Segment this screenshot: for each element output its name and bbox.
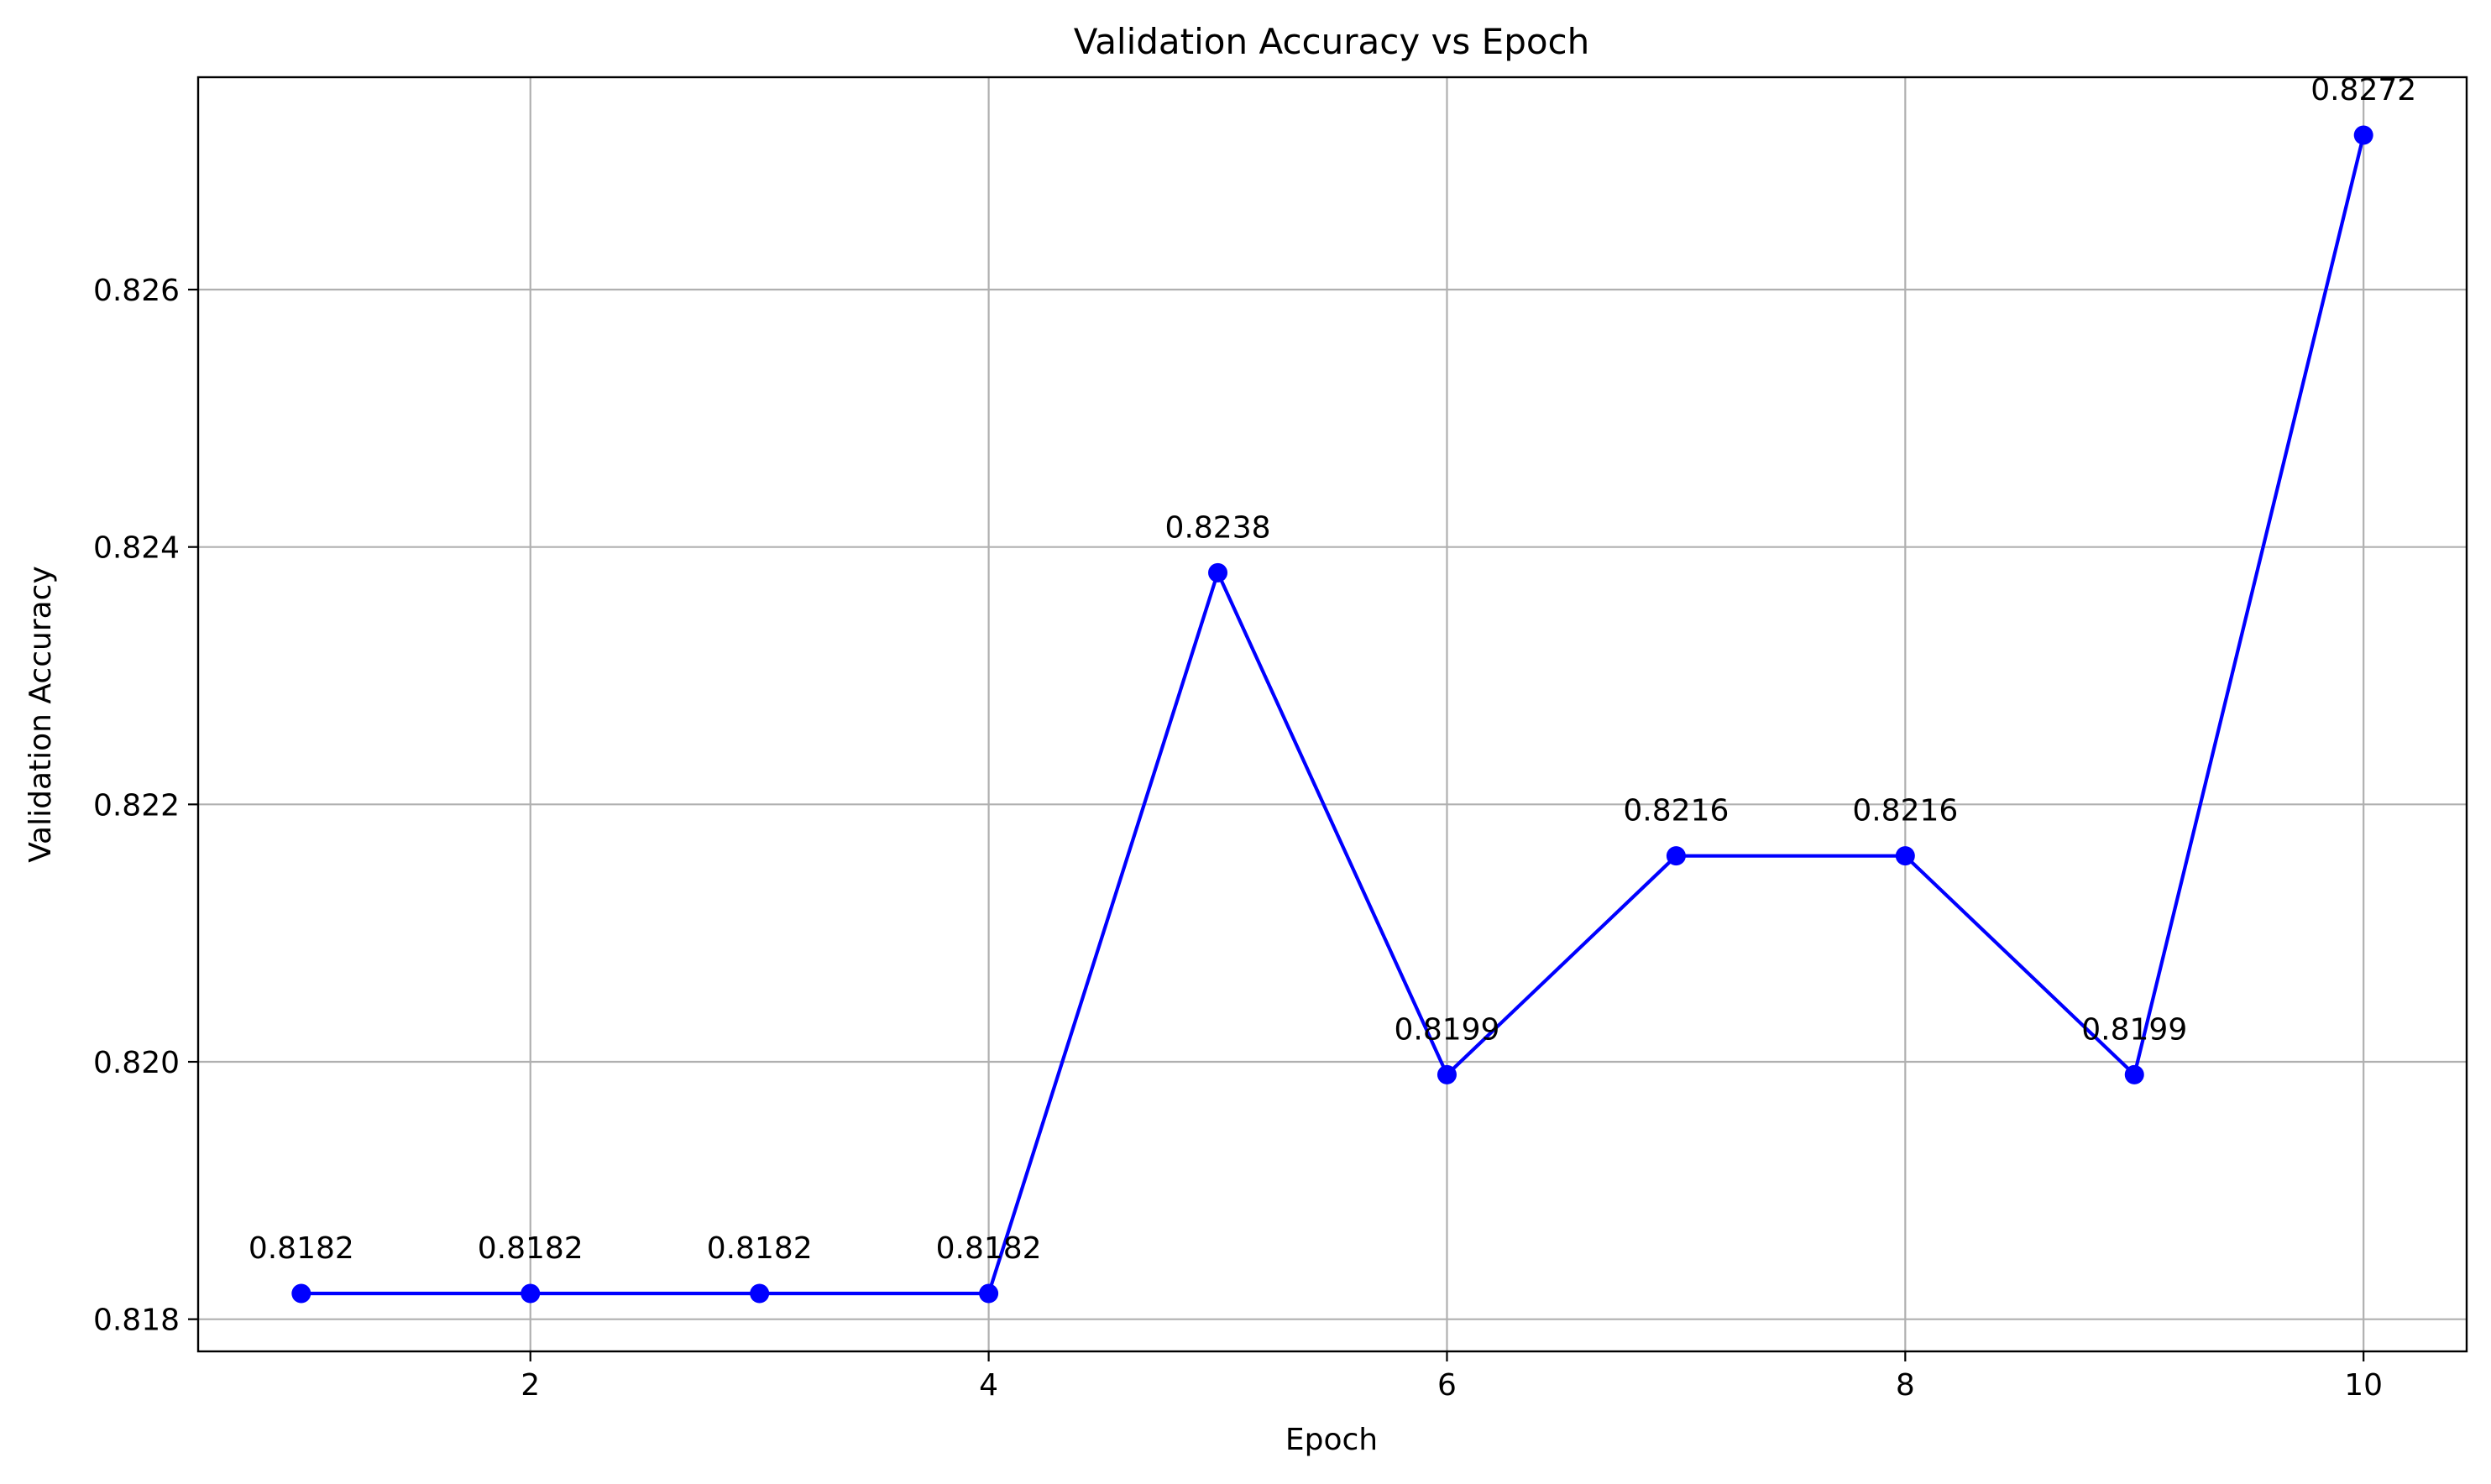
data-label: 0.8182 [707, 1231, 813, 1266]
data-point [979, 1283, 999, 1304]
data-point [2124, 1064, 2144, 1084]
chart-title: Validation Accuracy vs Epoch [1074, 21, 1590, 62]
data-labels: 0.8182 0.8182 0.8182 0.8182 0.8238 0.8199 0.82… [249, 73, 2416, 1266]
data-label: 0.8182 [936, 1231, 1042, 1266]
data-point [750, 1283, 770, 1304]
y-tick-label: 0.822 [93, 788, 180, 823]
data-point [1208, 562, 1228, 583]
x-tick-label: 10 [2344, 1368, 2383, 1403]
x-axis-label: Epoch [1285, 1423, 1378, 1457]
y-tick-label: 0.824 [93, 531, 180, 566]
data-point [291, 1283, 311, 1304]
series-line [301, 134, 2366, 1296]
y-axis-label: Validation Accuracy [24, 566, 58, 863]
data-label: 0.8182 [249, 1231, 354, 1266]
data-label: 0.8199 [2081, 1012, 2187, 1047]
data-label: 0.8199 [1394, 1012, 1499, 1047]
x-tick-label: 2 [521, 1368, 540, 1403]
x-tick-label: 8 [1896, 1368, 1915, 1403]
x-tick-label: 6 [1437, 1368, 1457, 1403]
x-tick-label: 4 [979, 1368, 998, 1403]
data-point [521, 1283, 541, 1304]
series-line-layer [291, 125, 2373, 1304]
plot-frame [196, 76, 2468, 1353]
data-point [1437, 1064, 1457, 1084]
data-label: 0.8182 [478, 1231, 584, 1266]
data-label: 0.8238 [1165, 510, 1271, 545]
data-label: 0.8216 [1852, 794, 1958, 828]
data-label: 0.8272 [2310, 73, 2416, 107]
y-tick-label: 0.826 [93, 274, 180, 308]
y-tick-label: 0.818 [93, 1304, 180, 1338]
grid-lines [198, 77, 2467, 1351]
axis-ticks: 2 4 6 8 10 0.818 0.820 0.822 0.824 0.826 [93, 274, 2383, 1403]
data-point [1666, 846, 1686, 866]
data-label: 0.8216 [1623, 794, 1729, 828]
y-tick-label: 0.820 [93, 1046, 180, 1080]
data-point [1895, 846, 1915, 866]
data-point [2353, 125, 2373, 145]
